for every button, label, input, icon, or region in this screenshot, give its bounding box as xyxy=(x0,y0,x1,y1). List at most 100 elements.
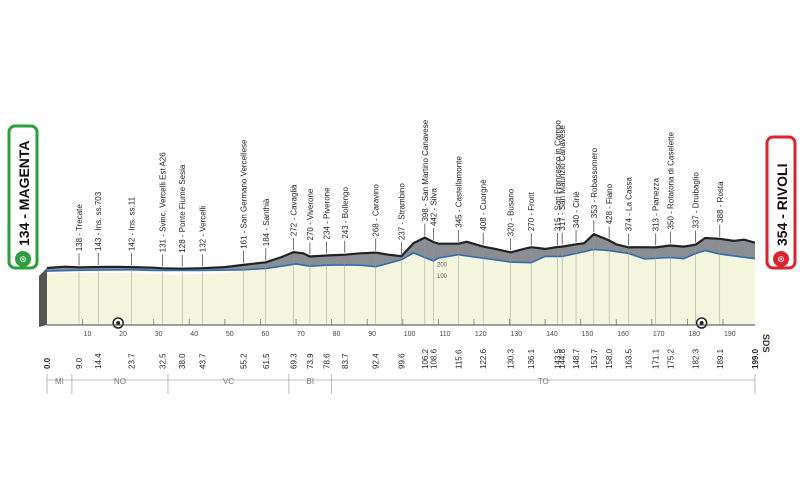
finish-bike-icon xyxy=(773,251,789,267)
km-label: 9.0 xyxy=(75,357,84,369)
km-label: 14.4 xyxy=(94,353,103,369)
place-label: 408 - Cuorgnè xyxy=(479,179,488,231)
start-bike-glyph: ⊛ xyxy=(19,254,27,264)
sprint-marker-dot xyxy=(116,321,121,325)
km-label: 73.9 xyxy=(306,353,315,369)
profile-top-line xyxy=(46,232,756,270)
place-label: 350 - Rotatoria di Caselette xyxy=(666,132,675,230)
km-label: 175.2 xyxy=(666,348,675,369)
finish-badge-box xyxy=(765,135,797,270)
finish-badge: ⊛ 354 - RIVOLI xyxy=(765,135,797,270)
place-label: 243 - Bollengo xyxy=(341,187,350,239)
km-label: 122.6 xyxy=(479,348,488,369)
place-label: 143 - Ins. ss.703 xyxy=(94,191,103,251)
km-grid-label: 120 xyxy=(475,331,487,338)
km-label: 148.7 xyxy=(572,348,581,369)
km-label: 0.0 xyxy=(43,357,52,369)
start-bike-icon xyxy=(15,251,31,267)
km-grid-label: 80 xyxy=(333,331,341,338)
km-label: 171.1 xyxy=(652,348,661,369)
place-label: 270 - Viverone xyxy=(306,188,315,240)
km-grid-label: 150 xyxy=(582,331,594,338)
km-grid-label: 40 xyxy=(190,331,198,338)
place-label: 388 - Rosta xyxy=(716,181,725,223)
place-label: 131 - Svinc. Vercelli Est A26 xyxy=(159,152,168,253)
km-grid-label: 30 xyxy=(155,331,163,338)
elevation-mark: 100 xyxy=(437,274,448,280)
km-grid-label: 180 xyxy=(688,331,700,338)
start-badge: ⊛ 134 - MAGENTA xyxy=(7,124,39,270)
km-label: 69.3 xyxy=(290,353,299,369)
valley-line xyxy=(46,248,756,272)
place-label: 442 - Silva xyxy=(429,188,438,226)
km-label: 153.7 xyxy=(590,348,599,369)
km-grid-label: 60 xyxy=(261,331,269,338)
place-label: 398 - San Martino Canavese xyxy=(421,119,430,221)
place-label: 353 - Robassomero xyxy=(590,147,599,218)
province-label: BI xyxy=(306,377,314,386)
place-label: 142 - Ins. ss.11 xyxy=(127,196,136,251)
province-label: MI xyxy=(55,377,64,386)
place-label: 315 - San Francesco in Campo xyxy=(554,120,563,231)
km-label: 23.7 xyxy=(127,353,136,369)
km-label: 78.6 xyxy=(323,353,332,369)
place-label: 128 - Ponte Fiume Sesia xyxy=(178,164,187,253)
km-grid-label: 140 xyxy=(546,331,558,338)
place-label: 320 - Busano xyxy=(507,188,516,236)
place-label: 138 - Trecate xyxy=(75,204,84,252)
km-label: 92.4 xyxy=(372,353,381,369)
km-grid-label: 190 xyxy=(724,331,736,338)
profile-start-face xyxy=(39,268,47,327)
km-label: 158.0 xyxy=(605,348,614,369)
km-label: 189.1 xyxy=(716,348,725,369)
place-label: 132 - Vercelli xyxy=(198,206,207,252)
km-label: 108.6 xyxy=(429,348,438,369)
finish-label: 354 - RIVOLI xyxy=(774,164,790,246)
km-grid-label: 110 xyxy=(439,331,450,338)
start-badge-box xyxy=(7,124,39,270)
km-grid-label: 20 xyxy=(119,331,127,338)
brand-logo: SDS xyxy=(761,334,771,353)
km-label: 55.2 xyxy=(239,353,248,369)
km-label: 199.0 xyxy=(751,348,760,369)
km-grid-label: 170 xyxy=(653,331,665,338)
place-label: 270 - Front xyxy=(527,191,536,231)
km-label: 115.6 xyxy=(454,349,463,369)
km-label: 32.5 xyxy=(159,353,168,369)
km-grid-label: 10 xyxy=(84,331,92,338)
km-grid-label: 50 xyxy=(226,331,234,338)
place-label: 268 - Caravino xyxy=(372,184,381,237)
place-label: 374 - La Cassa xyxy=(625,177,634,232)
place-label: 345 - Castellamonte xyxy=(454,156,463,228)
km-grid-label: 90 xyxy=(368,331,376,338)
km-grid-label: 100 xyxy=(404,331,416,338)
km-grid-label: 160 xyxy=(617,331,629,338)
place-label: 272 - Cavaglià xyxy=(290,184,299,236)
place-label: 234 - Piverone xyxy=(323,187,332,240)
sprint-marker-dot xyxy=(699,321,704,325)
km-label: 43.7 xyxy=(198,353,207,369)
km-label: 136.1 xyxy=(527,348,536,369)
place-label: 237 - Strambino xyxy=(397,183,406,240)
km-label: 38.0 xyxy=(178,353,187,369)
km-label: 99.6 xyxy=(397,353,406,369)
km-grid-label: 70 xyxy=(297,331,305,338)
place-label: 184 - Santhià xyxy=(262,198,271,246)
km-label: 106.2 xyxy=(421,348,430,369)
place-label: 428 - Fiano xyxy=(605,183,614,224)
km-label: 143.5 xyxy=(554,348,563,369)
finish-bike-glyph: ⊛ xyxy=(777,254,785,264)
km-label: 163.5 xyxy=(625,348,634,369)
km-grid-label: 130 xyxy=(511,331,523,338)
km-label: 130.3 xyxy=(507,348,516,369)
km-label: 182.3 xyxy=(692,348,701,369)
km-label: 61.5 xyxy=(262,353,271,369)
place-label: 313 - Pianezza xyxy=(652,177,661,231)
elevation-mark: 200 xyxy=(437,262,448,268)
place-label: 317 - San Maurizio Canavese xyxy=(558,125,567,231)
place-label: 161 - San Germano Vercellese xyxy=(239,139,248,249)
ground-area xyxy=(47,240,755,325)
province-label: VC xyxy=(223,377,234,386)
